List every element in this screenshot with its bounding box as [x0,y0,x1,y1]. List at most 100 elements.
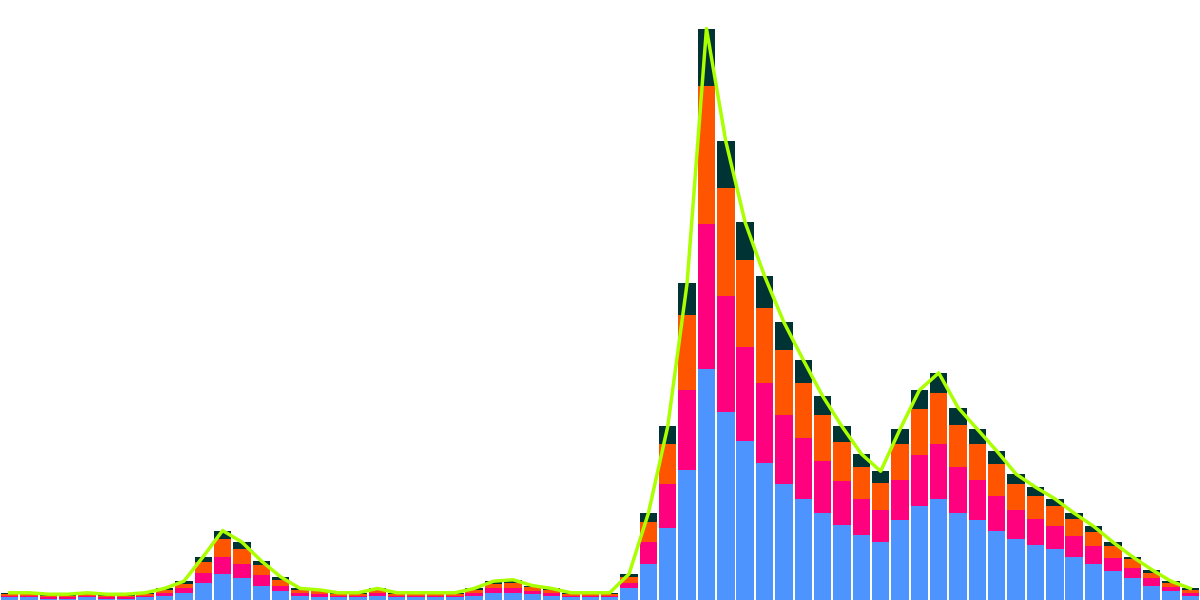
Bar [949,513,967,600]
Bar [930,393,948,444]
Bar [427,596,444,597]
Bar [408,596,425,597]
Bar [194,562,212,572]
Bar [775,484,792,600]
Bar [311,597,328,600]
Bar [756,308,773,383]
Bar [272,580,289,586]
Bar [563,593,580,594]
Bar [1163,587,1180,592]
Bar [466,596,482,600]
Bar [252,575,270,586]
Bar [446,594,463,596]
Bar [988,530,1006,600]
Bar [1027,545,1044,600]
Bar [563,594,580,596]
Bar [1104,558,1122,571]
Bar [1163,583,1180,587]
Bar [20,594,37,596]
Bar [1142,578,1160,586]
Bar [563,596,580,597]
Bar [78,596,96,597]
Bar [368,590,386,593]
Bar [137,593,154,594]
Bar [97,597,115,599]
Bar [582,593,599,594]
Bar [1027,496,1044,519]
Bar [427,594,444,596]
Bar [194,572,212,583]
Bar [968,520,986,600]
Bar [504,589,522,593]
Bar [833,481,851,525]
Bar [427,597,444,600]
Bar [1104,542,1122,547]
Bar [968,429,986,444]
Bar [1,596,18,597]
Bar [756,383,773,463]
Bar [78,593,96,594]
Bar [330,597,348,600]
Bar [156,593,173,596]
Bar [794,383,812,438]
Bar [504,593,522,600]
Bar [175,581,192,584]
Bar [20,597,37,600]
Bar [1182,593,1199,596]
Bar [640,522,658,542]
Bar [911,409,928,455]
Bar [97,594,115,596]
Bar [930,499,948,600]
Bar [194,557,212,562]
Bar [466,589,482,590]
Bar [349,594,367,596]
Bar [833,525,851,600]
Bar [446,597,463,600]
Bar [678,315,696,390]
Bar [775,350,792,415]
Bar [640,564,658,600]
Bar [659,427,677,444]
Bar [659,527,677,600]
Bar [563,597,580,600]
Bar [156,596,173,600]
Bar [1046,506,1063,526]
Bar [1123,559,1141,568]
Bar [988,464,1006,496]
Bar [272,592,289,600]
Bar [930,373,948,393]
Bar [678,390,696,470]
Bar [659,444,677,484]
Bar [601,593,618,594]
Bar [718,412,734,600]
Bar [20,596,37,597]
Bar [852,467,870,499]
Bar [1085,526,1103,532]
Bar [368,593,386,596]
Bar [485,589,503,593]
Bar [388,597,406,600]
Bar [97,599,115,600]
Bar [930,444,948,499]
Bar [601,596,618,597]
Bar [814,415,832,461]
Bar [137,597,154,600]
Bar [659,484,677,527]
Bar [1008,511,1025,539]
Bar [252,565,270,575]
Bar [427,593,444,594]
Bar [1142,569,1160,572]
Bar [1104,571,1122,600]
Bar [408,593,425,594]
Bar [1,597,18,600]
Bar [118,596,134,597]
Bar [272,586,289,592]
Bar [911,455,928,506]
Bar [582,594,599,596]
Bar [233,542,251,550]
Bar [794,499,812,600]
Bar [949,425,967,467]
Bar [1,593,18,594]
Bar [911,390,928,409]
Bar [59,594,77,596]
